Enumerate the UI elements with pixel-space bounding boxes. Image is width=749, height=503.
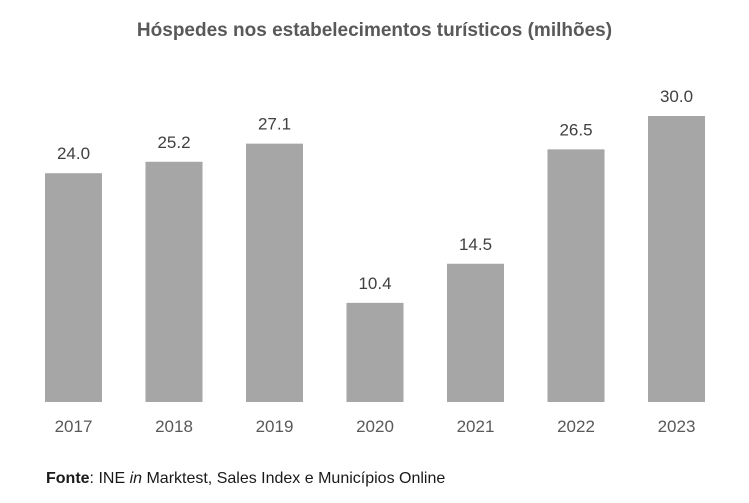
- x-tick-label-2022: 2022: [557, 417, 595, 436]
- source-note: Fonte: INE in Marktest, Sales Index e Mu…: [46, 470, 445, 488]
- source-separator: : INE: [89, 470, 130, 487]
- x-tick-label-2020: 2020: [356, 417, 394, 436]
- source-label: Fonte: [46, 470, 90, 487]
- data-label-2022: 26.5: [559, 120, 592, 139]
- data-label-2023: 30.0: [660, 87, 693, 106]
- x-tick-label-2021: 2021: [457, 417, 495, 436]
- x-tick-label-2019: 2019: [256, 417, 294, 436]
- x-tick-label-2023: 2023: [658, 417, 696, 436]
- source-in-word: in: [129, 470, 143, 487]
- bar-2020: [346, 302, 404, 402]
- bar-2022: [547, 149, 605, 402]
- source-text: Marktest, Sales Index e Municípios Onlin…: [142, 470, 446, 487]
- data-label-2021: 14.5: [459, 235, 492, 254]
- bar-2021: [447, 263, 504, 402]
- bar-2018: [145, 161, 203, 402]
- x-tick-label-2018: 2018: [155, 417, 193, 436]
- x-tick-label-2017: 2017: [55, 417, 93, 436]
- data-label-2017: 24.0: [57, 144, 90, 163]
- bar-2019: [246, 143, 303, 402]
- bar-2023: [648, 116, 705, 402]
- data-label-2020: 10.4: [358, 274, 391, 293]
- chart-title: Hóspedes nos estabelecimentos turísticos…: [136, 20, 613, 41]
- bar-2017: [45, 173, 102, 402]
- data-label-2019: 27.1: [258, 115, 291, 134]
- data-label-2018: 25.2: [157, 133, 190, 152]
